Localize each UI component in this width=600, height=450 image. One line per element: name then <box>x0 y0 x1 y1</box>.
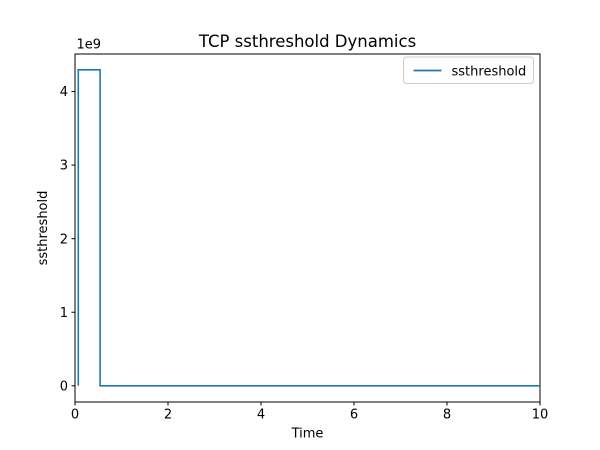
x-tick-label: 10 <box>532 408 549 423</box>
ssthreshold-line <box>77 69 540 387</box>
y-axis: 0 1 2 3 4 <box>60 85 75 394</box>
y-tick-label: 0 <box>60 379 68 394</box>
x-axis: 0 2 4 6 8 10 <box>71 402 548 423</box>
y-tick-label: 2 <box>60 232 68 247</box>
y-axis-offset-text: 1e9 <box>77 38 102 53</box>
x-tick-label: 2 <box>164 408 172 423</box>
legend-frame <box>403 56 534 84</box>
legend-label: ssthreshold <box>452 65 527 80</box>
legend: ssthreshold <box>403 56 534 84</box>
x-axis-label: Time <box>291 427 324 442</box>
x-tick-label: 8 <box>443 408 451 423</box>
y-tick-label: 1 <box>60 306 68 321</box>
y-tick-label: 4 <box>60 85 68 100</box>
plot-area <box>74 53 541 403</box>
x-tick-label: 0 <box>71 408 79 423</box>
y-axis-label: ssthreshold <box>36 191 51 266</box>
x-tick-label: 6 <box>350 408 358 423</box>
y-tick-label: 3 <box>60 159 68 174</box>
x-tick-label: 4 <box>257 408 265 423</box>
chart-title: TCP ssthreshold Dynamics <box>198 32 416 51</box>
